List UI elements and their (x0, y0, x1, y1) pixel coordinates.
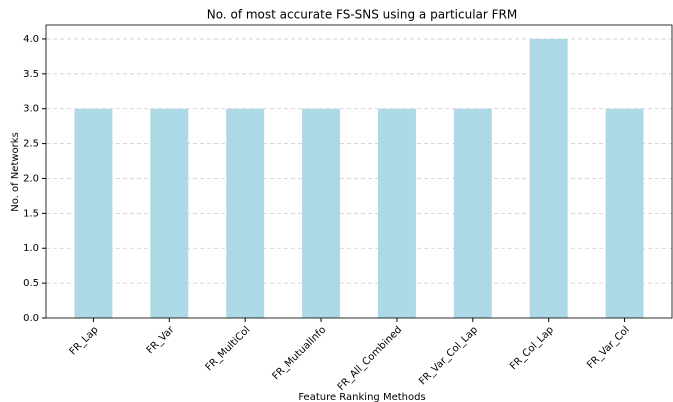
bar (226, 108, 265, 318)
bar (529, 38, 568, 318)
y-tick-label: 0.0 (23, 313, 39, 324)
x-axis-label: Feature Ranking Methods (298, 392, 425, 402)
bar (605, 108, 644, 318)
x-tick-label: FR_Lap (68, 324, 101, 357)
bar (377, 108, 416, 318)
bar (453, 108, 492, 318)
y-tick-label: 1.0 (23, 243, 39, 254)
y-tick-label: 3.0 (23, 104, 39, 115)
y-tick-label: 0.5 (23, 278, 39, 289)
bar (302, 108, 341, 318)
x-tick-label: FR_MultiCol (204, 324, 253, 373)
x-tick-label: FR_Var (145, 324, 177, 356)
y-tick-label: 2.0 (23, 173, 39, 184)
plot-frame (45, 24, 673, 319)
y-tick-label: 4.0 (23, 34, 39, 45)
bar (150, 108, 189, 318)
x-tick-label: FR_All_Combined (336, 324, 405, 393)
y-tick-label: 2.5 (23, 139, 39, 150)
x-tick-label: FR_Var_Col_Lap (417, 324, 480, 387)
bar (74, 108, 113, 318)
y-axis-label: No. of Networks (10, 132, 21, 212)
x-tick-label: FR_MutualInfo (270, 324, 328, 382)
x-tick-label: FR_Var_Col (585, 324, 632, 371)
chart-title: No. of most accurate FS-SNS using a part… (207, 8, 518, 22)
y-tick-label: 1.5 (23, 208, 39, 219)
y-tick-label: 3.5 (23, 69, 39, 80)
x-tick-label: FR_Col_Lap (508, 324, 556, 372)
